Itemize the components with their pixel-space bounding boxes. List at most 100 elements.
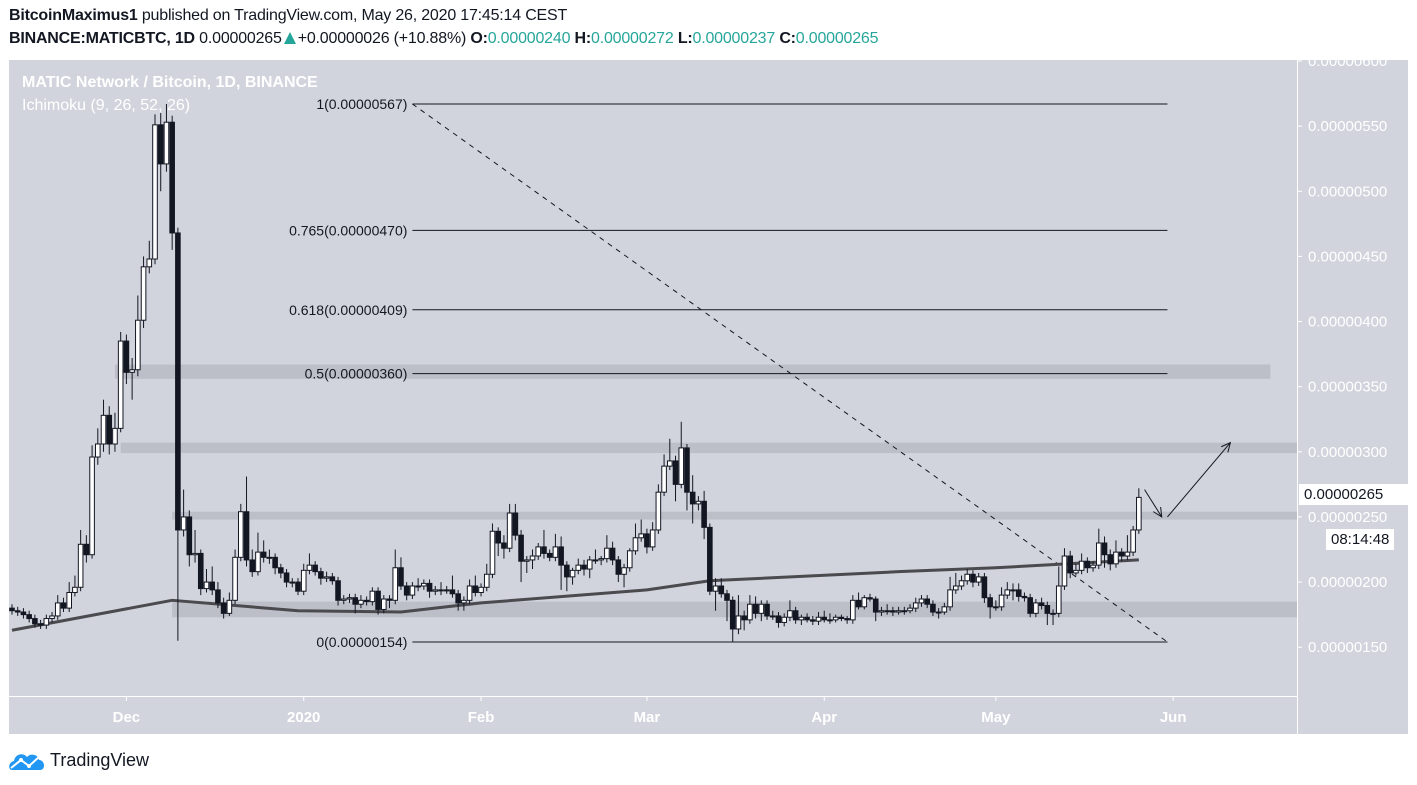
candle-body xyxy=(1130,529,1136,553)
candle-body xyxy=(678,447,685,485)
y-tick-label: 0.00000300 xyxy=(1308,444,1387,461)
candle xyxy=(821,610,828,623)
candle xyxy=(878,606,885,616)
candle-body xyxy=(157,124,164,165)
candle xyxy=(1021,592,1028,602)
candle xyxy=(472,575,479,597)
candle xyxy=(810,615,816,626)
candle xyxy=(981,572,988,603)
candle-body xyxy=(975,576,982,583)
candle xyxy=(278,563,284,579)
candle-body xyxy=(718,585,725,595)
candle-body xyxy=(175,232,181,531)
candle-body xyxy=(9,607,15,612)
candle xyxy=(844,615,850,624)
candle xyxy=(323,571,330,583)
candle xyxy=(724,589,730,622)
candle-body xyxy=(26,614,32,620)
candle-body xyxy=(352,597,358,605)
candle-body xyxy=(323,576,330,579)
candle-body xyxy=(300,569,307,592)
candle-body xyxy=(106,414,113,445)
candle-body xyxy=(49,615,55,620)
candle-body xyxy=(661,465,667,493)
candle-body xyxy=(1090,564,1096,569)
last-price: 0.00000265 xyxy=(199,30,282,47)
candle xyxy=(14,606,21,616)
candle xyxy=(306,553,313,575)
candle-body xyxy=(935,611,942,614)
candle-body xyxy=(381,598,387,610)
candle-body xyxy=(558,546,564,566)
candle xyxy=(546,549,553,562)
candle xyxy=(140,256,147,329)
candle-body xyxy=(32,618,38,625)
candle xyxy=(832,614,839,623)
candle xyxy=(203,569,210,593)
candle xyxy=(312,561,318,576)
candle-body xyxy=(689,491,696,505)
x-tick-label: 2020 xyxy=(287,709,320,726)
candle xyxy=(180,489,187,537)
candle-body xyxy=(409,585,416,596)
candle xyxy=(1015,583,1022,602)
candle-body xyxy=(918,598,925,604)
candle-body xyxy=(89,456,95,556)
candle-body xyxy=(958,580,965,587)
candle xyxy=(970,570,976,588)
candle-body xyxy=(655,491,662,531)
candle xyxy=(752,596,759,619)
candle xyxy=(112,412,118,452)
candle xyxy=(443,585,450,594)
candle xyxy=(689,475,696,524)
candle xyxy=(655,484,662,534)
candle xyxy=(764,600,770,620)
candle-body xyxy=(478,586,484,593)
candle xyxy=(255,532,261,576)
candle-body xyxy=(1107,554,1114,565)
tradingview-logo[interactable]: TradingView xyxy=(8,748,149,772)
y-tick-label: 0.00000550 xyxy=(1308,118,1387,135)
candle xyxy=(747,595,753,624)
candle-body xyxy=(1027,597,1033,614)
chart-area[interactable] xyxy=(9,60,1408,734)
candle xyxy=(1067,550,1074,579)
candle xyxy=(1027,593,1033,618)
y-tick-label: 0.00000450 xyxy=(1308,248,1387,265)
arrowhead-icon xyxy=(1221,441,1232,453)
indicator-label[interactable]: Ichimoku (9, 26, 52, 26) xyxy=(22,97,191,114)
candle xyxy=(117,331,124,433)
candle xyxy=(535,542,542,560)
candle-body xyxy=(1010,589,1016,592)
y-tick-label: 0.00000400 xyxy=(1308,314,1387,331)
candle-body xyxy=(232,556,238,601)
candle-body xyxy=(707,526,713,592)
candle xyxy=(649,522,656,551)
candle-body xyxy=(1067,555,1074,574)
candle-body xyxy=(569,569,576,578)
candle-body xyxy=(220,602,227,614)
candle-body xyxy=(769,615,776,618)
candle-body xyxy=(838,616,845,620)
candle xyxy=(529,549,536,570)
candle-body xyxy=(1004,589,1011,596)
symbol-info: BINANCE:MATICBTC, 1D 0.00000265 +0.000000… xyxy=(9,30,879,48)
candle-body xyxy=(1113,551,1119,565)
candle-body xyxy=(1033,602,1039,614)
candle-body xyxy=(592,559,599,562)
candle xyxy=(564,561,570,592)
candle xyxy=(912,597,919,613)
candle-body xyxy=(998,594,1005,608)
candle-body xyxy=(586,559,593,570)
candle-body xyxy=(312,564,318,573)
candle xyxy=(890,606,896,616)
candle-body xyxy=(604,547,610,560)
candle xyxy=(987,593,993,619)
author-name[interactable]: BitcoinMaximus1 xyxy=(9,7,138,24)
candle-body xyxy=(20,611,27,616)
candle xyxy=(935,608,942,619)
candle-body xyxy=(964,573,971,582)
candle-body xyxy=(278,567,284,574)
candle xyxy=(238,503,244,562)
